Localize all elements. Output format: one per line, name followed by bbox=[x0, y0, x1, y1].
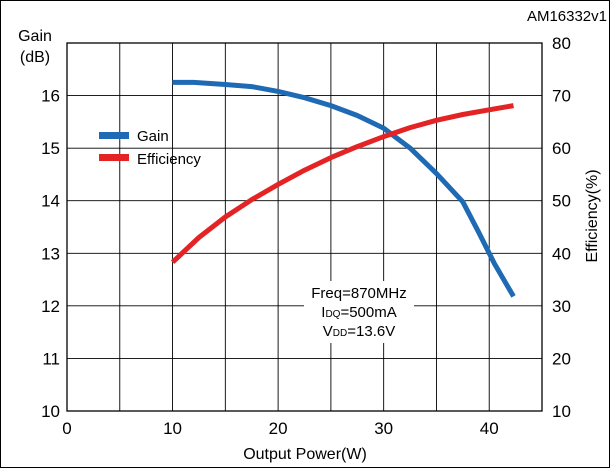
legend-gain-swatch bbox=[99, 132, 129, 139]
y-left-tick-label: 14 bbox=[41, 192, 60, 211]
y-left-tick-label: 10 bbox=[41, 402, 60, 421]
x-axis-label: Output Power(W) bbox=[243, 446, 367, 463]
x-tick-label: 10 bbox=[163, 419, 182, 438]
legend: Gain Efficiency bbox=[99, 128, 201, 168]
y-right-tick-label: 30 bbox=[552, 297, 571, 316]
annotation: Freq=870MHz IDQ=500mA VDD=13.6V bbox=[311, 285, 406, 340]
legend-gain-label: Gain bbox=[137, 128, 169, 145]
annotation-box bbox=[304, 281, 414, 343]
y-left-tick-label: 16 bbox=[41, 87, 60, 106]
y-right-tick-label: 70 bbox=[552, 87, 571, 106]
y-left-tick-label: 13 bbox=[41, 244, 60, 263]
figure-id: AM16332v1 bbox=[527, 8, 607, 25]
y-left-ticks: 10 11 12 13 14 15 16 bbox=[41, 87, 60, 421]
x-tick-label: 40 bbox=[480, 419, 499, 438]
y-right-tick-label: 10 bbox=[552, 402, 571, 421]
y-left-tick-label: 12 bbox=[41, 297, 60, 316]
annotation-idq: IDQ=500mA bbox=[321, 304, 396, 321]
x-tick-label: 0 bbox=[62, 419, 71, 438]
y-right-tick-label: 80 bbox=[552, 34, 571, 53]
plot-area bbox=[66, 42, 543, 412]
series-line-gain bbox=[172, 79, 516, 298]
x-tick-label: 20 bbox=[269, 419, 288, 438]
y-right-ticks: 10 20 30 40 50 60 70 80 bbox=[552, 34, 571, 421]
y-right-tick-label: 20 bbox=[552, 349, 571, 368]
annotation-freq: Freq=870MHz bbox=[311, 285, 406, 302]
legend-efficiency-label: Efficiency bbox=[137, 151, 201, 168]
y-left-tick-label: 11 bbox=[42, 349, 60, 368]
legend-efficiency-swatch bbox=[99, 154, 129, 161]
series-lines bbox=[170, 79, 516, 298]
y-left-tick-label: 15 bbox=[41, 139, 60, 158]
y-right-label: Efficiency(%) bbox=[584, 169, 601, 262]
x-ticks: 0 10 20 30 40 bbox=[62, 419, 498, 438]
series-line-efficiency bbox=[170, 103, 514, 265]
annotation-vdd: VDD=13.6V bbox=[323, 323, 395, 340]
y-right-tick-label: 40 bbox=[552, 244, 571, 263]
y-left-label-line2: (dB) bbox=[20, 49, 50, 66]
x-tick-label: 30 bbox=[374, 419, 393, 438]
y-left-label-line1: Gain bbox=[18, 28, 52, 45]
y-right-tick-label: 50 bbox=[552, 192, 571, 211]
y-right-tick-label: 60 bbox=[552, 139, 571, 158]
